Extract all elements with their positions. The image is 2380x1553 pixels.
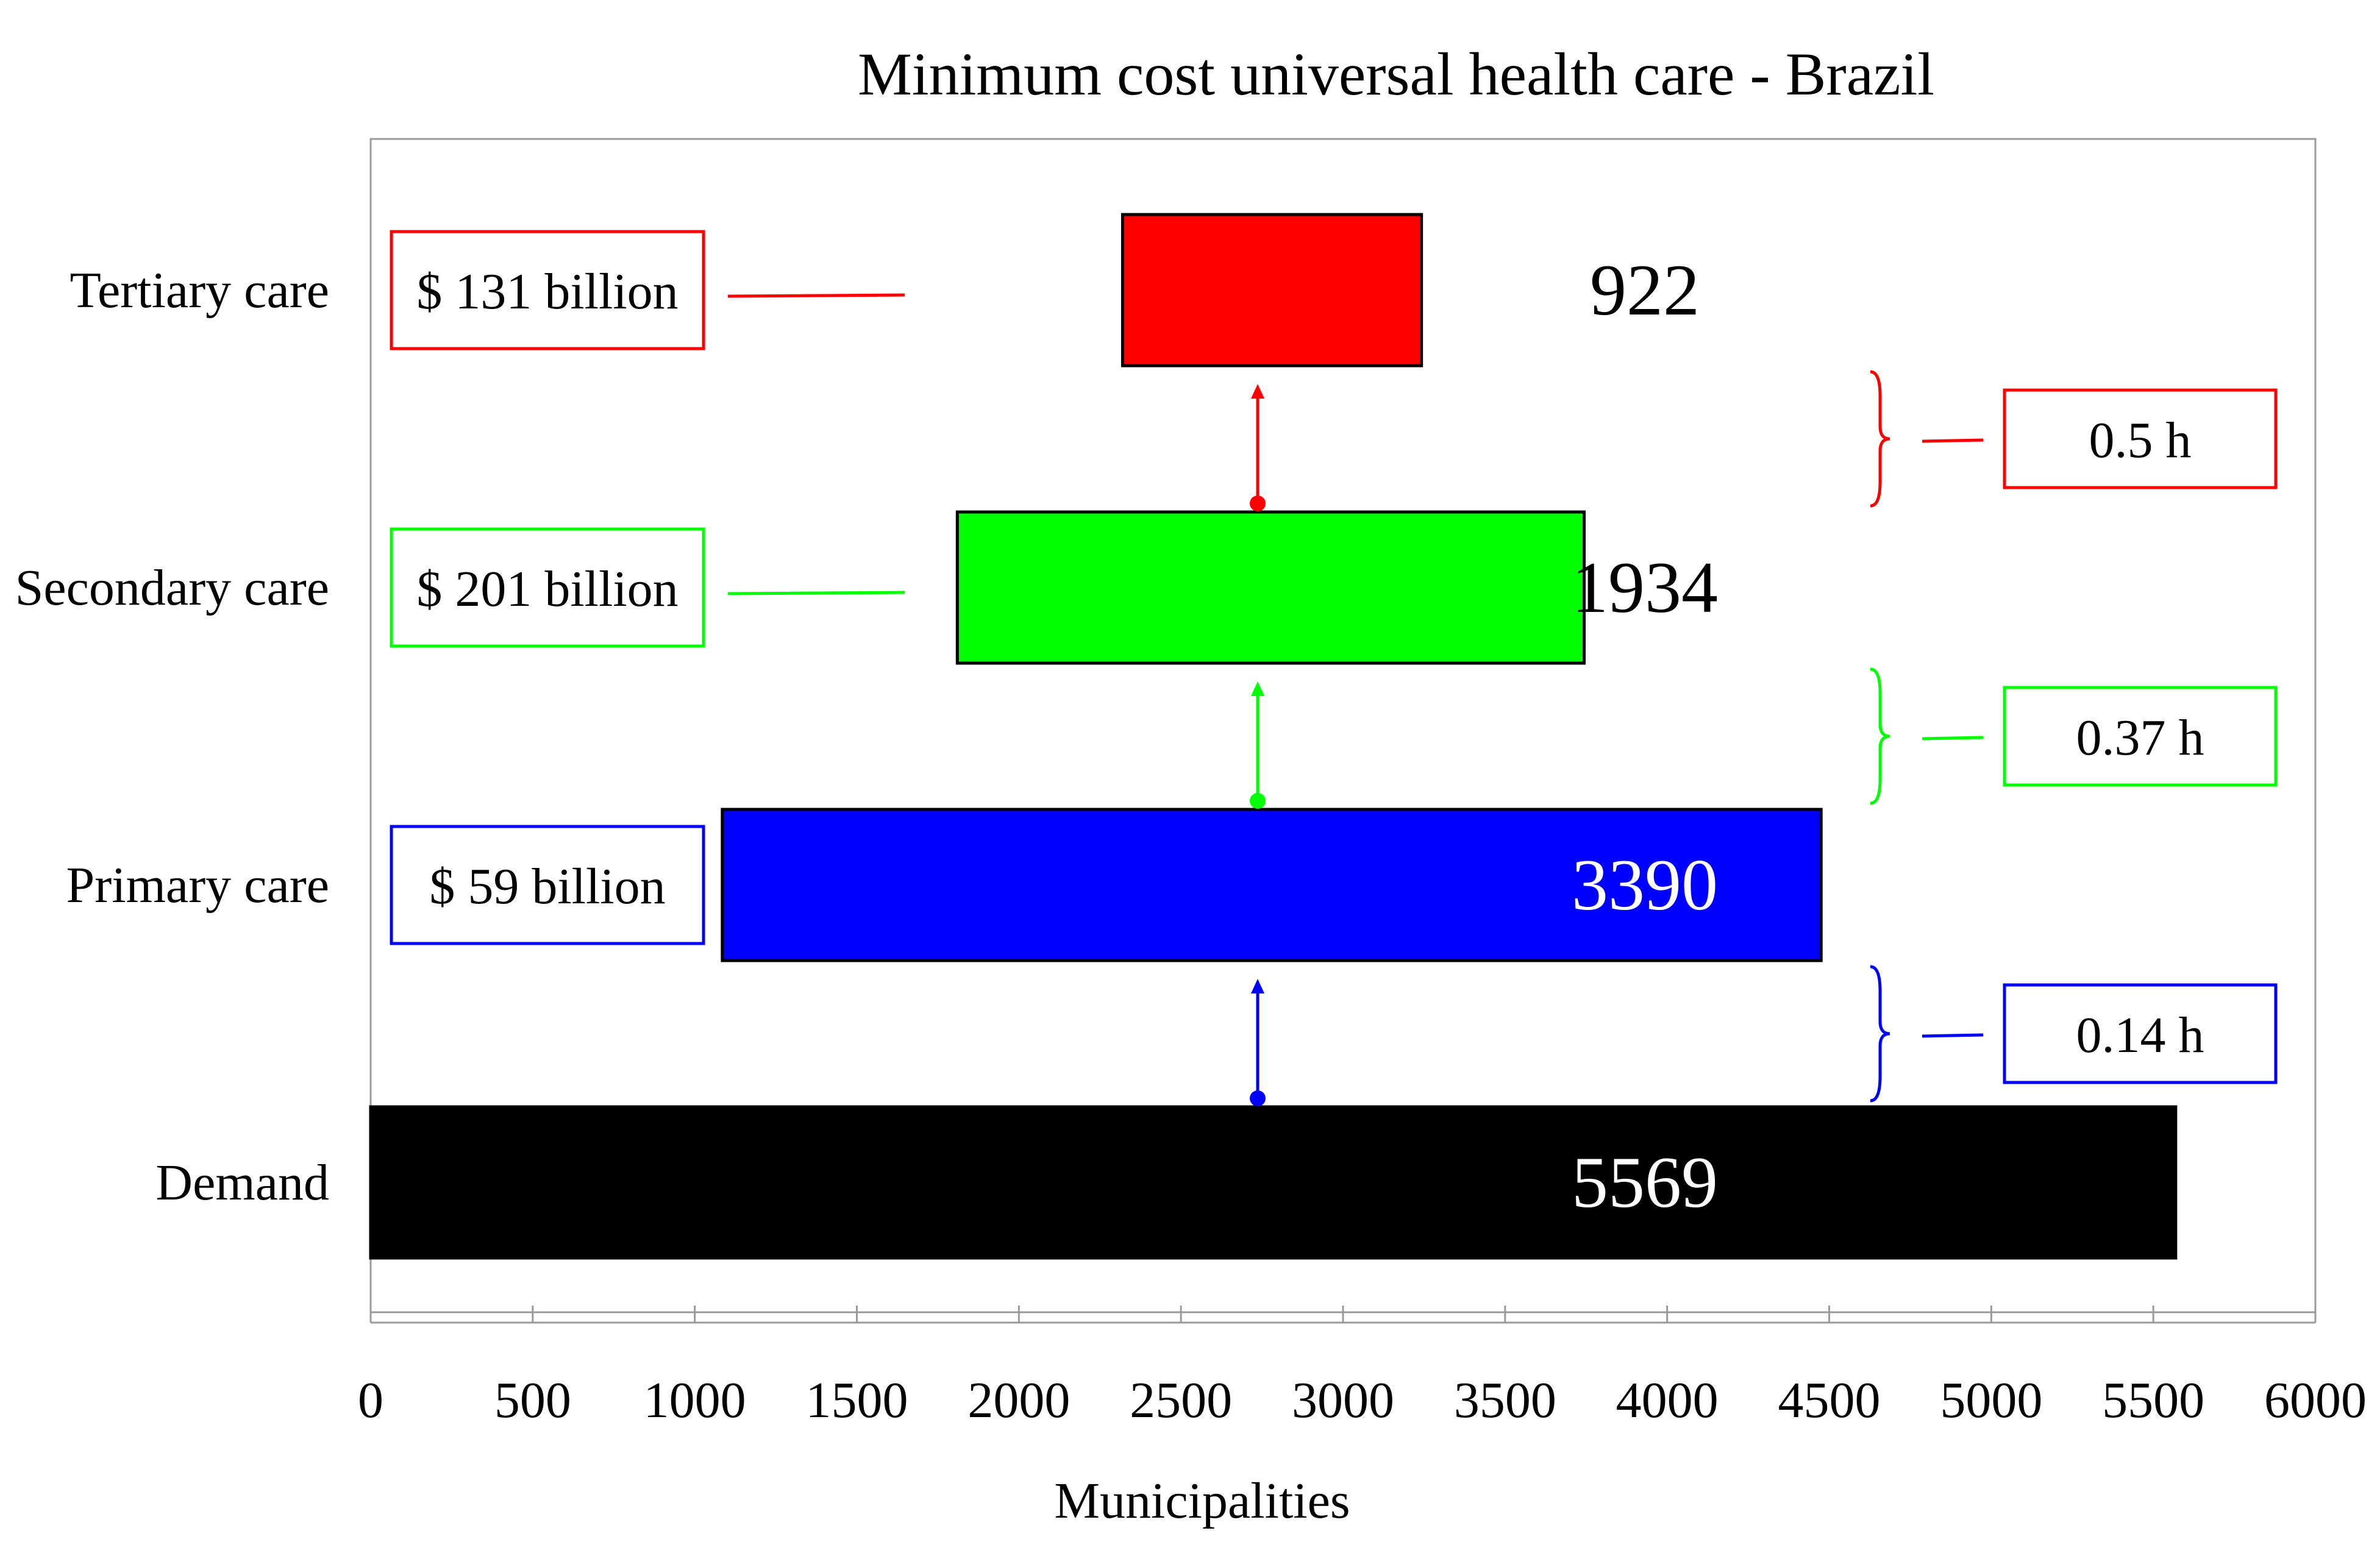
x-tick-label: 4500 xyxy=(1778,1372,1881,1429)
category-label: Tertiary care xyxy=(70,262,329,319)
time-leader-line xyxy=(1922,438,1984,443)
category-label: Primary care xyxy=(66,857,329,914)
time-label: 0.37 h xyxy=(2076,709,2204,766)
time-brace xyxy=(1870,965,1890,1103)
x-tick-label: 500 xyxy=(494,1372,571,1429)
category-label: Demand xyxy=(155,1154,329,1211)
time-leader-line xyxy=(1922,736,1984,741)
bar-value-label: 922 xyxy=(1590,249,1700,330)
cost-label: $ 201 billion xyxy=(416,561,678,617)
x-tick-label: 6000 xyxy=(2264,1372,2367,1429)
bar xyxy=(1121,213,1423,368)
cost-leader-line xyxy=(727,293,905,298)
cost-box xyxy=(390,230,705,350)
time-label: 0.5 h xyxy=(2089,412,2192,469)
cost-leader-line xyxy=(727,591,905,595)
time-leader-line xyxy=(1922,1033,1984,1038)
x-tick-label: 2500 xyxy=(1130,1372,1232,1429)
x-tick-label: 2000 xyxy=(967,1372,1070,1429)
time-box xyxy=(2003,686,2278,787)
arrow-head xyxy=(1251,681,1264,696)
x-axis-label: Municipalities xyxy=(1054,1473,1350,1529)
time-label: 0.14 h xyxy=(2076,1007,2204,1064)
bar xyxy=(955,510,1586,665)
x-tick-label: 0 xyxy=(358,1372,383,1429)
x-tick-label: 1500 xyxy=(806,1372,908,1429)
bar xyxy=(721,808,1823,962)
cost-box xyxy=(390,527,705,648)
x-tick-label: 5500 xyxy=(2102,1372,2204,1429)
cost-box xyxy=(390,825,705,945)
cost-label: $ 59 billion xyxy=(429,858,665,915)
x-tick-label: 1000 xyxy=(644,1372,746,1429)
arrow-base-dot xyxy=(1250,793,1266,809)
arrow-head xyxy=(1251,979,1264,993)
bar-value-label: 3390 xyxy=(1572,844,1718,925)
x-tick-label: 3500 xyxy=(1454,1372,1556,1429)
time-brace xyxy=(1870,667,1890,805)
x-tick-label: 5000 xyxy=(1940,1372,2042,1429)
x-tick-label: 3000 xyxy=(1292,1372,1394,1429)
chart-title: Minimum cost universal health care - Bra… xyxy=(858,40,1934,108)
time-box xyxy=(2003,388,2278,489)
bar xyxy=(369,1105,2178,1260)
bar-value-label: 5569 xyxy=(1572,1142,1718,1223)
x-tick-label: 4000 xyxy=(1616,1372,1719,1429)
category-label: Secondary care xyxy=(15,560,329,616)
time-brace xyxy=(1870,370,1890,508)
arrow-head xyxy=(1251,384,1264,399)
time-box xyxy=(2003,983,2278,1084)
arrow-base-dot xyxy=(1250,1090,1266,1106)
cost-label: $ 131 billion xyxy=(416,263,678,320)
bar-value-label: 1934 xyxy=(1572,547,1718,628)
arrow-base-dot xyxy=(1250,496,1266,511)
